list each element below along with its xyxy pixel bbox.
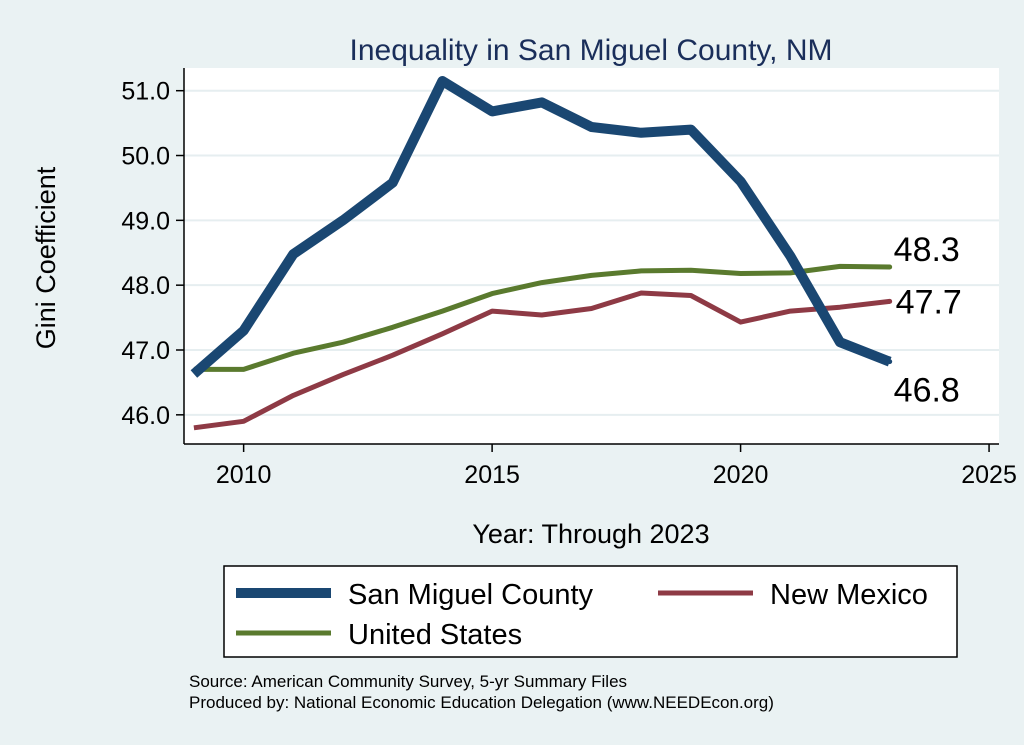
end-label-united-states: 48.3 xyxy=(894,231,960,269)
x-axis-title: Year: Through 2023 xyxy=(472,519,709,549)
gridlines xyxy=(184,89,999,416)
series-end-point xyxy=(887,359,893,365)
end-label-san-miguel-county: 46.8 xyxy=(894,372,960,410)
source-note: Source: American Community Survey, 5-yr … xyxy=(189,672,774,712)
series-end-point xyxy=(887,264,893,270)
source-line: Source: American Community Survey, 5-yr … xyxy=(189,672,627,691)
y-tick-label: 49.0 xyxy=(121,207,170,235)
y-tick-label: 47.0 xyxy=(121,337,170,365)
y-axis-ticks: 46.0 47.0 48.0 49.0 50.0 51.0 xyxy=(121,78,184,430)
y-tick-label: 48.0 xyxy=(121,272,170,300)
x-tick-label: 2025 xyxy=(961,461,1017,489)
series-line-san-miguel-county xyxy=(190,76,892,378)
y-tick-label: 51.0 xyxy=(121,78,170,106)
y-axis-title: Gini Coefficient xyxy=(31,166,61,349)
x-tick-label: 2015 xyxy=(464,461,520,489)
y-tick-label: 46.0 xyxy=(121,402,170,430)
legend-label: United States xyxy=(348,619,522,651)
legend: San Miguel County New Mexico United States xyxy=(223,565,958,658)
y-tick-label: 50.0 xyxy=(121,143,170,171)
series-lines xyxy=(190,76,893,431)
series-end-point xyxy=(887,298,893,304)
end-label-new-mexico: 47.7 xyxy=(896,283,962,321)
end-labels: 46.8 47.7 48.3 xyxy=(894,231,962,410)
legend-label: San Miguel County xyxy=(348,579,594,611)
legend-box xyxy=(223,565,958,658)
producer-line: Produced by: National Economic Education… xyxy=(189,693,774,712)
x-tick-label: 2020 xyxy=(713,461,769,489)
chart-title: Inequality in San Miguel County, NM xyxy=(349,34,832,67)
series-line-new-mexico xyxy=(193,290,890,431)
series-line-united-states xyxy=(193,263,890,372)
legend-label: New Mexico xyxy=(770,579,928,611)
x-tick-label: 2010 xyxy=(216,461,272,489)
x-axis-ticks: 2010 2015 2020 2025 xyxy=(216,444,1017,489)
